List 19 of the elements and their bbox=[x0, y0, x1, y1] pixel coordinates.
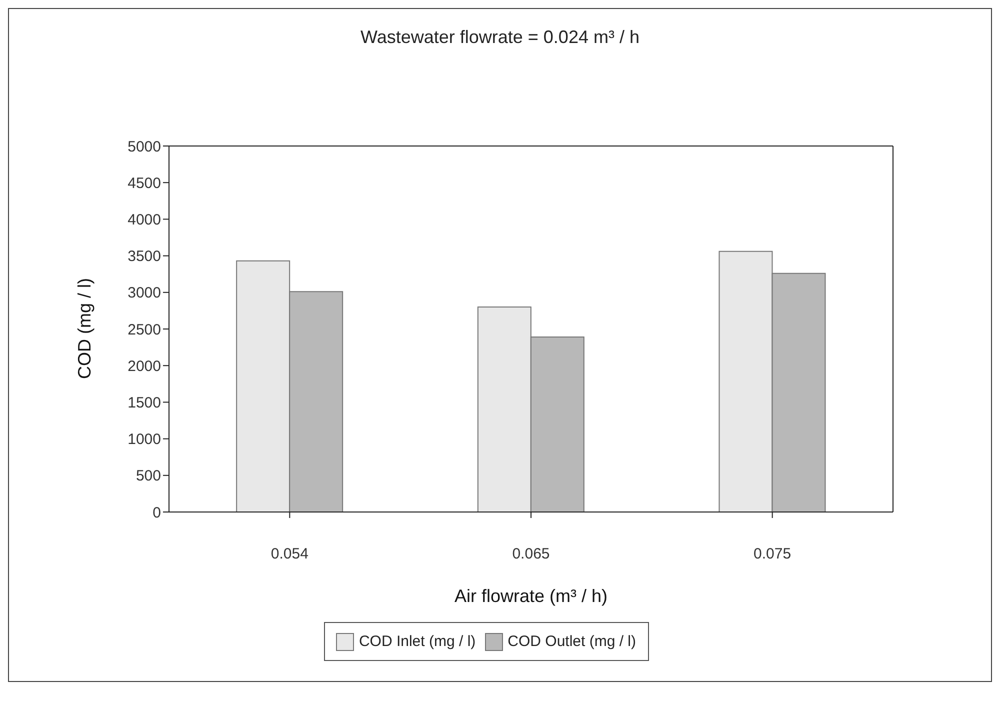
y-axis-title: COD (mg / l) bbox=[74, 278, 94, 379]
x-tick-label: 0.065 bbox=[512, 546, 550, 563]
y-tick-label: 2000 bbox=[128, 358, 161, 375]
y-tick-label: 500 bbox=[136, 468, 161, 485]
y-tick-label: 1000 bbox=[128, 431, 161, 448]
y-tick-label: 3500 bbox=[128, 248, 161, 266]
legend-label: COD Outlet (mg / l) bbox=[506, 633, 636, 650]
y-tick-label: 3000 bbox=[128, 284, 161, 302]
y-tick-label: 2500 bbox=[128, 321, 161, 338]
y-tick-label: 0 bbox=[152, 504, 161, 522]
y-tick-label: 1500 bbox=[128, 394, 161, 412]
legend-label: COD Inlet (mg / l) bbox=[358, 633, 476, 650]
x-tick-label: 0.054 bbox=[270, 546, 308, 563]
chart-title: Wastewater flowrate = 0.024 m³ / h bbox=[360, 27, 640, 48]
y-tick-label: 4500 bbox=[128, 174, 161, 192]
y-tick-label: 5000 bbox=[128, 138, 161, 156]
y-tick-label: 4000 bbox=[128, 212, 161, 229]
x-tick-label: 0.075 bbox=[754, 546, 792, 563]
x-axis-title: Air flowrate (m³ / h) bbox=[454, 586, 608, 606]
